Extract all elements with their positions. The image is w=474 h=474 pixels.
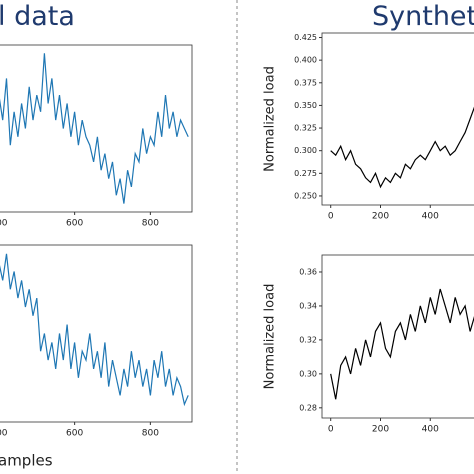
x-tick-label: 0: [328, 425, 334, 435]
plot-frame: [321, 32, 474, 206]
x-axis-label: amples: [0, 452, 53, 470]
y-tick-label: 0.30: [299, 369, 317, 378]
y-tick-label: 0.400: [294, 56, 317, 65]
data-line: [0, 253, 189, 407]
y-tick-label: 0.275: [294, 169, 317, 178]
x-tick-label: 800: [142, 219, 159, 229]
right-heading: Synthet: [372, 1, 474, 32]
data-line: [330, 106, 474, 189]
y-tick-label: 0.325: [294, 124, 317, 133]
x-tick-label: 800: [142, 429, 159, 439]
x-tick-label: 600: [66, 219, 83, 229]
x-tick-label: 200: [372, 425, 389, 435]
left-heading: l data: [0, 1, 75, 32]
data-line: [0, 53, 189, 204]
y-tick-label: 0.32: [299, 335, 317, 344]
plot-frame: [0, 44, 193, 213]
y-axis-label: Normalized load: [263, 284, 278, 390]
y-tick-label: 0.250: [294, 191, 317, 200]
y-tick-label: 0.36: [299, 267, 317, 276]
data-line: [330, 288, 474, 400]
y-tick-label: 0.34: [299, 301, 317, 310]
x-tick-label: 600: [66, 429, 83, 439]
y-tick-label: 0.350: [294, 101, 317, 110]
y-tick-label: 0.300: [294, 146, 317, 155]
x-tick-label: 200: [372, 212, 389, 222]
x-tick-label: 400: [0, 429, 8, 439]
x-tick-label: 0: [328, 212, 334, 222]
x-tick-label: 400: [422, 212, 439, 222]
plot-frame: [0, 244, 193, 423]
plot-frame: [321, 254, 474, 419]
y-tick-label: 0.425: [294, 33, 317, 42]
y-tick-label: 0.375: [294, 78, 317, 87]
y-tick-label: 0.28: [299, 403, 317, 412]
x-tick-label: 400: [422, 425, 439, 435]
x-tick-label: 400: [0, 219, 8, 229]
y-axis-label: Normalized load: [263, 66, 278, 172]
